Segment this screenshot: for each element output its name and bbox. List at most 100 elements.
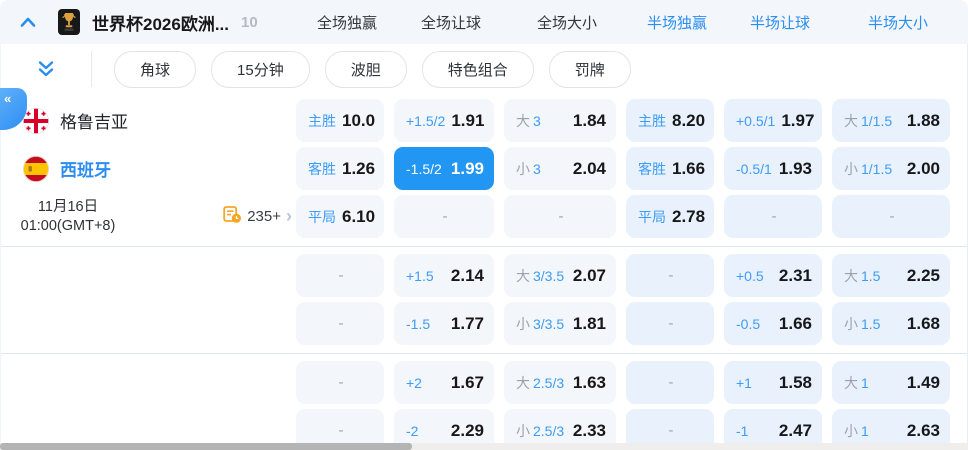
widget-body: 角球 15分钟 波胆 特色组合 罚牌: [0, 44, 968, 450]
tab-half-time-handicap[interactable]: 半场让球: [749, 14, 810, 32]
odds-cell-value: 1.58: [778, 372, 812, 392]
empty-odds-dash: -: [442, 208, 448, 225]
odds-table: 格鲁吉亚 主胜 10.0 +1.5/2 1.91 大 3 1.84 主胜 8.20 +0.5/1 1…: [1, 94, 967, 450]
tab-full-time-1x2[interactable]: 全场独赢: [316, 14, 377, 32]
odds-cell[interactable]: +1.5 2.14: [394, 254, 494, 297]
horizontal-scrollbar[interactable]: [0, 443, 968, 450]
draw-odds-row: 11月16日 01:00(GMT+8): [1, 195, 967, 238]
odds-cell[interactable]: +1 1.58: [724, 361, 822, 404]
odds-cell-value: 1.93: [778, 158, 812, 178]
odds-cell[interactable]: 主胜 8.20: [626, 99, 714, 142]
filter-pill-correct-score[interactable]: 波胆: [324, 50, 407, 88]
alt-handicap-group-1: - +1.5 2.14 大 3/3.5 2.07- +0.5 2.31 大 1.5 2.25 - -1…: [1, 254, 967, 345]
filter-pill-special-combos[interactable]: 特色组合: [421, 50, 534, 88]
empty-odds-dash: -: [668, 315, 674, 332]
market-filter-bar: 角球 15分钟 波胆 特色组合 罚牌: [1, 44, 967, 94]
odds-cell[interactable]: 客胜 1.66: [626, 147, 714, 190]
odds-cell[interactable]: 小 3 2.04: [504, 147, 616, 190]
odds-cell-empty: -: [626, 254, 714, 297]
odds-cell[interactable]: -1.5 1.77: [394, 302, 494, 345]
filter-pill-15-minutes[interactable]: 15分钟: [211, 50, 310, 88]
odds-cell-value: 6.10: [342, 206, 376, 226]
main-markets-group: 格鲁吉亚 主胜 10.0 +1.5/2 1.91 大 3 1.84 主胜 8.20 +0.5/1 1…: [1, 99, 967, 238]
odds-cell-value: 1.67: [450, 372, 484, 392]
filter-pill-cards[interactable]: 罚牌: [548, 50, 631, 88]
odds-cell[interactable]: 大 3/3.5 2.07: [504, 254, 616, 297]
empty-odds-dash: -: [889, 208, 895, 225]
odds-cell[interactable]: -0.5 1.66: [724, 302, 822, 345]
odds-cell[interactable]: -0.5/1 1.93: [724, 147, 822, 190]
home-team-row[interactable]: 格鲁吉亚: [1, 99, 296, 142]
empty-left-cell: [1, 254, 296, 297]
odds-cell-label: 大 2.5/3: [516, 374, 565, 391]
odds-cell-label: 小 3/3.5: [516, 315, 565, 332]
away-team-row[interactable]: 西班牙: [1, 147, 296, 190]
odds-cell[interactable]: 大 1/1.5 1.88: [832, 99, 950, 142]
odds-cell[interactable]: +0.5/1 1.97: [724, 99, 822, 142]
toolbar-divider: [91, 51, 92, 87]
odds-cell-label: +1: [736, 374, 752, 391]
odds-cell-empty: -: [724, 195, 822, 238]
odds-cell-label: 客胜: [308, 160, 336, 177]
odds-cell-value: 2.07: [572, 265, 606, 285]
odds-cell-label: 大 1.5: [844, 267, 881, 284]
odds-cell-empty: -: [296, 361, 384, 404]
odds-cell-value: 1.91: [451, 110, 485, 130]
tab-half-time-over-under[interactable]: 半场大小: [867, 14, 928, 32]
odds-cell[interactable]: 平局 6.10: [296, 195, 384, 238]
odds-cell-value: 1.66: [672, 158, 706, 178]
odds-cell[interactable]: 大 3 1.84: [504, 99, 616, 142]
odds-row: - -1.5 1.77 小 3/3.5 1.81 - -0.5 1.66 小 1.5 1.68: [1, 302, 967, 345]
more-markets-link[interactable]: 235+ ›: [223, 205, 292, 229]
worldcup-trophy-icon: [58, 9, 80, 35]
expand-double-chevron-down-icon[interactable]: [1, 60, 91, 78]
league-title[interactable]: 世界杯2026欧洲...: [92, 14, 229, 34]
odds-cell-empty: -: [626, 302, 714, 345]
collapse-chevron-up-icon[interactable]: [20, 16, 36, 28]
away-team-name: 西班牙: [60, 161, 111, 180]
odds-cell-label: 平局: [638, 208, 666, 225]
odds-cell-empty: -: [296, 254, 384, 297]
odds-row: - +2 1.67 大 2.5/3 1.63 - +1 1.58 大 1 1.49: [1, 361, 967, 404]
odds-cell-value: 1.49: [906, 372, 940, 392]
odds-cell-empty: -: [832, 195, 950, 238]
empty-odds-dash: -: [338, 267, 344, 284]
horizontal-scrollbar-thumb[interactable]: [0, 443, 412, 450]
odds-cell-label: -1: [736, 422, 749, 439]
odds-cell[interactable]: 小 3/3.5 1.81: [504, 302, 616, 345]
odds-cell[interactable]: +0.5 2.31: [724, 254, 822, 297]
odds-cell[interactable]: 大 1 1.49: [832, 361, 950, 404]
odds-cell[interactable]: +1.5/2 1.91: [394, 99, 494, 142]
odds-cell-label: -0.5: [736, 315, 761, 332]
odds-cell-label: 客胜: [638, 160, 666, 177]
odds-cell[interactable]: 小 1/1.5 2.00: [832, 147, 950, 190]
away-odds-row: 西班牙 客胜 1.26 -1.5/2 1.99 小 3 2.04 客胜 1.66 -0.5/1 1.…: [1, 147, 967, 190]
tab-full-time-handicap[interactable]: 全场让球: [420, 14, 481, 32]
odds-cell-value: 2.33: [572, 420, 606, 440]
tab-half-time-1x2[interactable]: 半场独赢: [646, 14, 707, 32]
odds-cell[interactable]: 平局 2.78: [626, 195, 714, 238]
empty-odds-dash: -: [338, 374, 344, 391]
odds-cell-value: 1.66: [778, 313, 812, 333]
odds-cell[interactable]: 主胜 10.0: [296, 99, 384, 142]
odds-cell-value: 2.04: [572, 158, 606, 178]
odds-cell-value: 2.31: [778, 265, 812, 285]
odds-cell-label: +1.5: [406, 267, 434, 284]
odds-cell-label: 主胜: [638, 112, 666, 129]
odds-cell-value: 2.14: [450, 265, 484, 285]
filter-pill-corners[interactable]: 角球: [114, 50, 197, 88]
odds-cell-value: 1.99: [450, 158, 484, 178]
odds-cell[interactable]: +2 1.67: [394, 361, 494, 404]
odds-cell[interactable]: -1.5/2 1.99: [394, 147, 494, 190]
odds-cell-empty: -: [626, 361, 714, 404]
tab-full-time-over-under[interactable]: 全场大小: [536, 14, 597, 32]
markets-count-label: 235+: [247, 208, 281, 225]
odds-cell[interactable]: 客胜 1.26: [296, 147, 384, 190]
odds-cell[interactable]: 大 2.5/3 1.63: [504, 361, 616, 404]
odds-cell-value: 1.68: [906, 313, 940, 333]
odds-row: - +1.5 2.14 大 3/3.5 2.07 - +0.5 2.31 大 1.5 2.25: [1, 254, 967, 297]
odds-cell[interactable]: 小 1.5 1.68: [832, 302, 950, 345]
league-header-left: 世界杯2026欧洲... 10: [0, 9, 295, 35]
odds-cell[interactable]: 大 1.5 2.25: [832, 254, 950, 297]
empty-odds-dash: -: [668, 422, 674, 439]
